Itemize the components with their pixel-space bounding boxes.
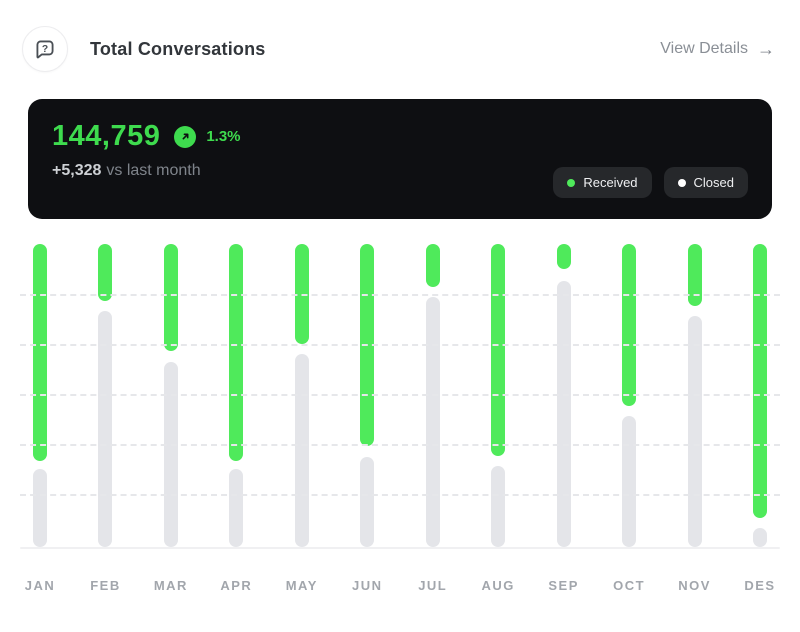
- month-label-may: MAY: [285, 578, 318, 593]
- closed-bar: [622, 416, 637, 547]
- arrow-right-icon: →: [757, 39, 775, 59]
- legend-closed-label: Closed: [693, 175, 734, 190]
- growth-percentage: 1.3%: [206, 128, 241, 145]
- view-details-label: View Details: [660, 40, 748, 57]
- closed-bar: [163, 361, 178, 547]
- month-label-sep: SEP: [548, 578, 579, 593]
- closed-bar: [556, 280, 571, 547]
- chat-question-icon: ?: [22, 26, 68, 72]
- gridline: [20, 443, 780, 446]
- chart-plot: [20, 244, 780, 549]
- bar-column-nov: [675, 244, 715, 547]
- delta-value: +5,328: [52, 162, 102, 179]
- received-bar: [33, 244, 47, 461]
- legend-pill-closed[interactable]: Closed: [663, 167, 748, 198]
- bar-stack: [622, 244, 637, 547]
- bar-stack: [33, 244, 47, 547]
- gridline: [20, 343, 780, 346]
- gridline: [20, 293, 780, 296]
- conversations-bar-chart: JAN FEB MAR APR MAY JUN JUL AUG SEP OCT NOV DES: [20, 244, 780, 593]
- growth-arrow-icon: [174, 125, 197, 148]
- received-bar: [163, 244, 178, 351]
- view-details-link[interactable]: View Details →: [660, 40, 775, 58]
- chart-legend: Received Closed: [553, 167, 748, 198]
- closed-bar: [98, 310, 113, 547]
- legend-received-label: Received: [583, 175, 638, 190]
- month-labels-row: JAN FEB MAR APR MAY JUN JUL AUG SEP OCT NOV DES: [20, 578, 780, 593]
- month-label-jan: JAN: [24, 578, 56, 593]
- month-label-des: DES: [744, 578, 776, 593]
- received-bar: [687, 244, 702, 307]
- month-label-jul: JUL: [418, 578, 448, 593]
- month-label-aug: AUG: [481, 578, 515, 593]
- chart-columns: [20, 244, 780, 547]
- received-bar: [98, 244, 113, 301]
- month-label-mar: MAR: [153, 578, 188, 593]
- closed-bar: [687, 316, 702, 547]
- bar-stack: [98, 244, 113, 547]
- chart-baseline: [20, 547, 780, 549]
- bar-column-mar: [151, 244, 191, 547]
- received-dot-icon: [567, 178, 576, 187]
- svg-text:?: ?: [42, 44, 48, 55]
- month-label-feb: FEB: [90, 578, 121, 593]
- legend-pill-received[interactable]: Received: [553, 167, 652, 198]
- bar-stack: [687, 244, 702, 547]
- closed-bar: [752, 527, 767, 547]
- delta-row: +5,328 vs last month: [52, 162, 748, 180]
- bar-stack: [163, 244, 178, 547]
- closed-bar: [33, 469, 47, 547]
- bar-column-jul: [413, 244, 453, 547]
- bar-stack: [229, 244, 244, 547]
- bar-stack: [752, 244, 767, 547]
- total-conversations-value: 144,759: [52, 120, 161, 152]
- header-left: ? Total Conversations: [22, 26, 266, 72]
- bar-column-feb: [85, 244, 125, 547]
- closed-bar: [294, 354, 309, 547]
- closed-bar: [360, 457, 375, 547]
- bar-column-des: [740, 244, 780, 547]
- month-label-apr: APR: [220, 578, 253, 593]
- month-label-nov: NOV: [678, 578, 711, 593]
- closed-bar: [229, 469, 244, 547]
- received-bar: [425, 244, 440, 288]
- card-header: ? Total Conversations View Details →: [0, 0, 800, 72]
- closed-bar: [425, 297, 440, 547]
- bar-column-sep: [544, 244, 584, 547]
- gridline: [20, 493, 780, 496]
- stat-card: 144,759 1.3% +5,328 vs last month Receive…: [28, 99, 772, 219]
- month-label-oct: OCT: [613, 578, 646, 593]
- received-bar: [491, 244, 506, 457]
- page-title: Total Conversations: [90, 38, 266, 59]
- received-bar: [752, 244, 767, 518]
- received-bar: [229, 244, 244, 461]
- month-label-jun: JUN: [352, 578, 383, 593]
- delta-suffix: vs last month: [106, 162, 201, 179]
- stat-row: 144,759 1.3%: [52, 120, 748, 153]
- received-bar: [556, 244, 571, 270]
- closed-bar: [491, 466, 506, 547]
- closed-dot-icon: [677, 178, 686, 187]
- bar-column-jan: [20, 244, 60, 547]
- bar-column-aug: [478, 244, 518, 547]
- bar-column-apr: [216, 244, 256, 547]
- bar-stack: [425, 244, 440, 547]
- received-bar: [622, 244, 637, 407]
- bar-column-oct: [609, 244, 649, 547]
- bar-stack: [556, 244, 571, 547]
- gridline: [20, 393, 780, 396]
- bar-stack: [491, 244, 506, 547]
